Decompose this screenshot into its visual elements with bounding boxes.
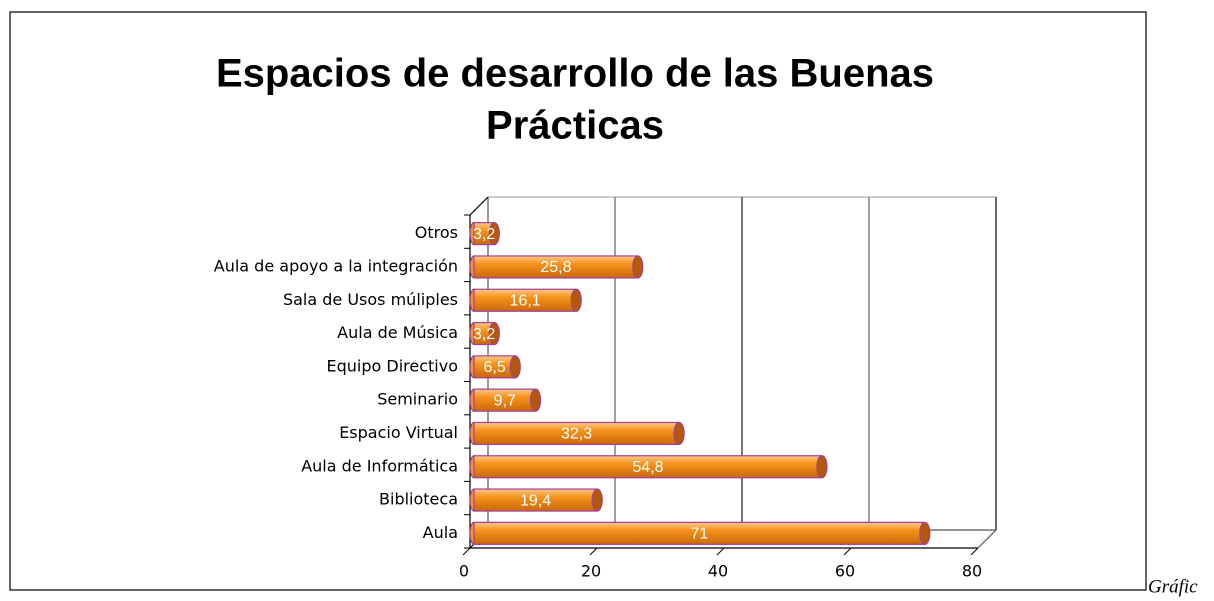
y-tick-label: Aula de apoyo a la integración bbox=[214, 256, 458, 275]
y-tick-label: Seminario bbox=[377, 390, 458, 409]
tick-mark bbox=[843, 547, 852, 556]
y-tick-label: Aula bbox=[423, 523, 458, 542]
chart-title: Espacios de desarrollo de las Buenas bbox=[216, 52, 934, 96]
bar-cap bbox=[509, 355, 521, 379]
tick-mark bbox=[970, 547, 979, 556]
bar-cap bbox=[570, 288, 582, 312]
bar-cap bbox=[673, 421, 685, 446]
data-label: 25,8 bbox=[540, 259, 571, 276]
tick-mark bbox=[462, 547, 471, 556]
bar-cap bbox=[488, 321, 500, 346]
y-tick-label: Otros bbox=[415, 223, 458, 242]
y-tick-label: Aula de Música bbox=[337, 323, 458, 342]
x-tick-label: 60 bbox=[835, 562, 855, 581]
data-label: 54,8 bbox=[632, 459, 663, 476]
data-label: 16,1 bbox=[510, 292, 541, 309]
data-label: 32,3 bbox=[561, 426, 592, 443]
x-tick-label: 0 bbox=[459, 562, 469, 581]
tick-mark bbox=[589, 547, 598, 556]
chart-title: Prácticas bbox=[486, 104, 664, 148]
x-tick-label: 20 bbox=[581, 562, 601, 581]
data-label: 6,5 bbox=[484, 359, 506, 376]
bar-cap bbox=[816, 455, 828, 479]
y-tick-label: Equipo Directivo bbox=[327, 356, 459, 375]
x-tick-label: 80 bbox=[962, 562, 982, 581]
y-tick-label: Aula de Informática bbox=[301, 456, 458, 475]
axis bbox=[469, 196, 489, 216]
data-label: 3,2 bbox=[473, 326, 495, 343]
tick-mark bbox=[716, 547, 725, 556]
x-tick-label: 40 bbox=[708, 562, 728, 581]
data-label: 19,4 bbox=[520, 492, 551, 509]
bar-cap bbox=[919, 521, 931, 545]
y-tick-label: Espacio Virtual bbox=[339, 423, 458, 442]
y-tick-label: Biblioteca bbox=[379, 490, 458, 509]
bar-cap bbox=[488, 222, 500, 246]
data-label: 71 bbox=[691, 526, 709, 543]
bar-cap bbox=[591, 488, 603, 512]
y-tick-label: Sala de Usos múliples bbox=[283, 290, 458, 309]
data-label: 9,7 bbox=[494, 392, 516, 409]
caption: Gráfic bbox=[1148, 576, 1198, 597]
axis bbox=[977, 529, 997, 549]
bar-cap bbox=[632, 255, 644, 279]
frame bbox=[9, 11, 1147, 591]
data-label: 3,2 bbox=[473, 226, 495, 243]
bar-cap bbox=[529, 388, 542, 412]
